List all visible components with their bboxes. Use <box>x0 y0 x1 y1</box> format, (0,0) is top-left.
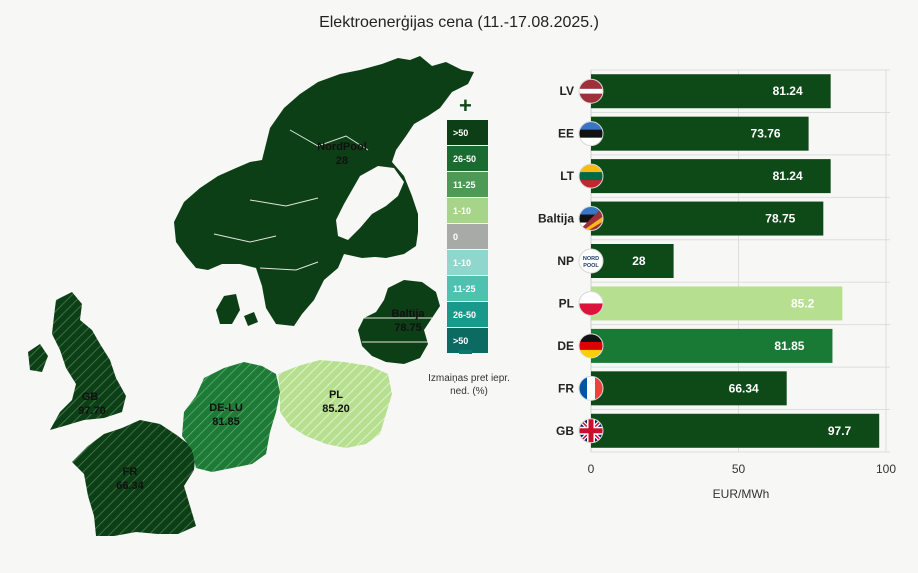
de-flag-icon <box>578 333 604 359</box>
bar-value-label: 81.85 <box>774 339 804 353</box>
legend-item: 11-25 <box>447 172 488 197</box>
fr-flag-icon <box>578 375 604 401</box>
category-label: NP <box>557 254 574 268</box>
legend-item: >50 <box>447 120 488 145</box>
legend-caption: Izmaiņas pret iepr. ned. (%) <box>428 373 510 397</box>
x-tick-label: 0 <box>588 462 595 476</box>
bar <box>591 286 843 321</box>
bar <box>591 244 674 278</box>
bar-value-label: 66.34 <box>729 381 759 395</box>
legend-item: 1-10 <box>447 250 488 275</box>
de-lu-map-value: 81.85 <box>212 416 240 428</box>
pl-flag-icon <box>578 290 604 316</box>
region-fr: FR 66.34 <box>72 420 196 536</box>
legend-item: 0 <box>447 224 488 249</box>
bar-value-label: 28 <box>632 254 646 268</box>
bar-value-label: 78.75 <box>765 212 795 226</box>
region-nordpool: NordPool 28 <box>174 56 474 326</box>
x-axis-label: EUR/MWh <box>713 487 770 501</box>
legend-item: 26-50 <box>447 302 488 327</box>
baltija-flag-icon <box>578 206 604 232</box>
ee-flag-icon <box>578 121 604 147</box>
lv-flag-icon <box>578 78 604 104</box>
pl-map-value: 85.20 <box>322 403 350 415</box>
legend-item: 26-50 <box>447 146 488 171</box>
region-gb: GB 97.70 <box>28 292 126 430</box>
bar <box>591 159 831 194</box>
gb-flag-icon <box>578 418 604 444</box>
region-de-lu: DE-LU 81.85 <box>182 362 280 472</box>
x-tick-label: 50 <box>732 462 746 476</box>
bar <box>591 328 833 363</box>
region-baltija: Baltija 78.75 <box>358 280 440 364</box>
category-label: EE <box>558 127 574 141</box>
category-label: FR <box>558 381 574 395</box>
pl-map-name: PL <box>329 389 343 401</box>
legend-item: 1-10 <box>447 198 488 223</box>
legend-item: >50 <box>447 328 488 353</box>
fr-map-name: FR <box>123 466 138 478</box>
bar <box>591 371 787 406</box>
bar-value-label: 81.24 <box>773 169 803 183</box>
gb-map-value: 97.70 <box>78 405 106 417</box>
svg-text:POOL: POOL <box>583 263 599 269</box>
bar <box>591 413 880 448</box>
plus-icon: + <box>459 93 472 118</box>
baltija-map-name: Baltija <box>391 308 425 320</box>
category-label: DE <box>557 339 574 353</box>
region-pl: PL 85.20 <box>278 360 392 448</box>
nordpool-map-name: NordPool <box>317 141 367 153</box>
bar-value-label: 97.7 <box>828 424 852 438</box>
bar-value-label: 85.2 <box>791 296 815 310</box>
category-label: LT <box>560 169 574 183</box>
svg-text:NORD: NORD <box>583 256 599 262</box>
bar <box>591 201 824 236</box>
bar-value-label: 81.24 <box>773 84 803 98</box>
baltija-map-value: 78.75 <box>394 322 422 334</box>
lt-flag-icon <box>578 163 604 189</box>
page-title: Elektroenerģijas cena (11.-17.08.2025.) <box>319 14 599 31</box>
nordpool-map-value: 28 <box>336 155 348 167</box>
category-label: PL <box>559 296 574 310</box>
minus-icon <box>459 350 472 354</box>
category-label: Baltija <box>538 212 574 226</box>
bar <box>591 74 831 109</box>
x-tick-label: 100 <box>876 462 896 476</box>
bar <box>591 116 809 151</box>
legend-item: 11-25 <box>447 276 488 301</box>
gb-map-name: GB <box>82 391 99 403</box>
category-label: LV <box>560 84 574 98</box>
bar-value-label: 73.76 <box>751 127 781 141</box>
de-lu-map-name: DE-LU <box>209 402 243 414</box>
fr-map-value: 66.34 <box>116 480 144 492</box>
category-label: GB <box>556 424 574 438</box>
